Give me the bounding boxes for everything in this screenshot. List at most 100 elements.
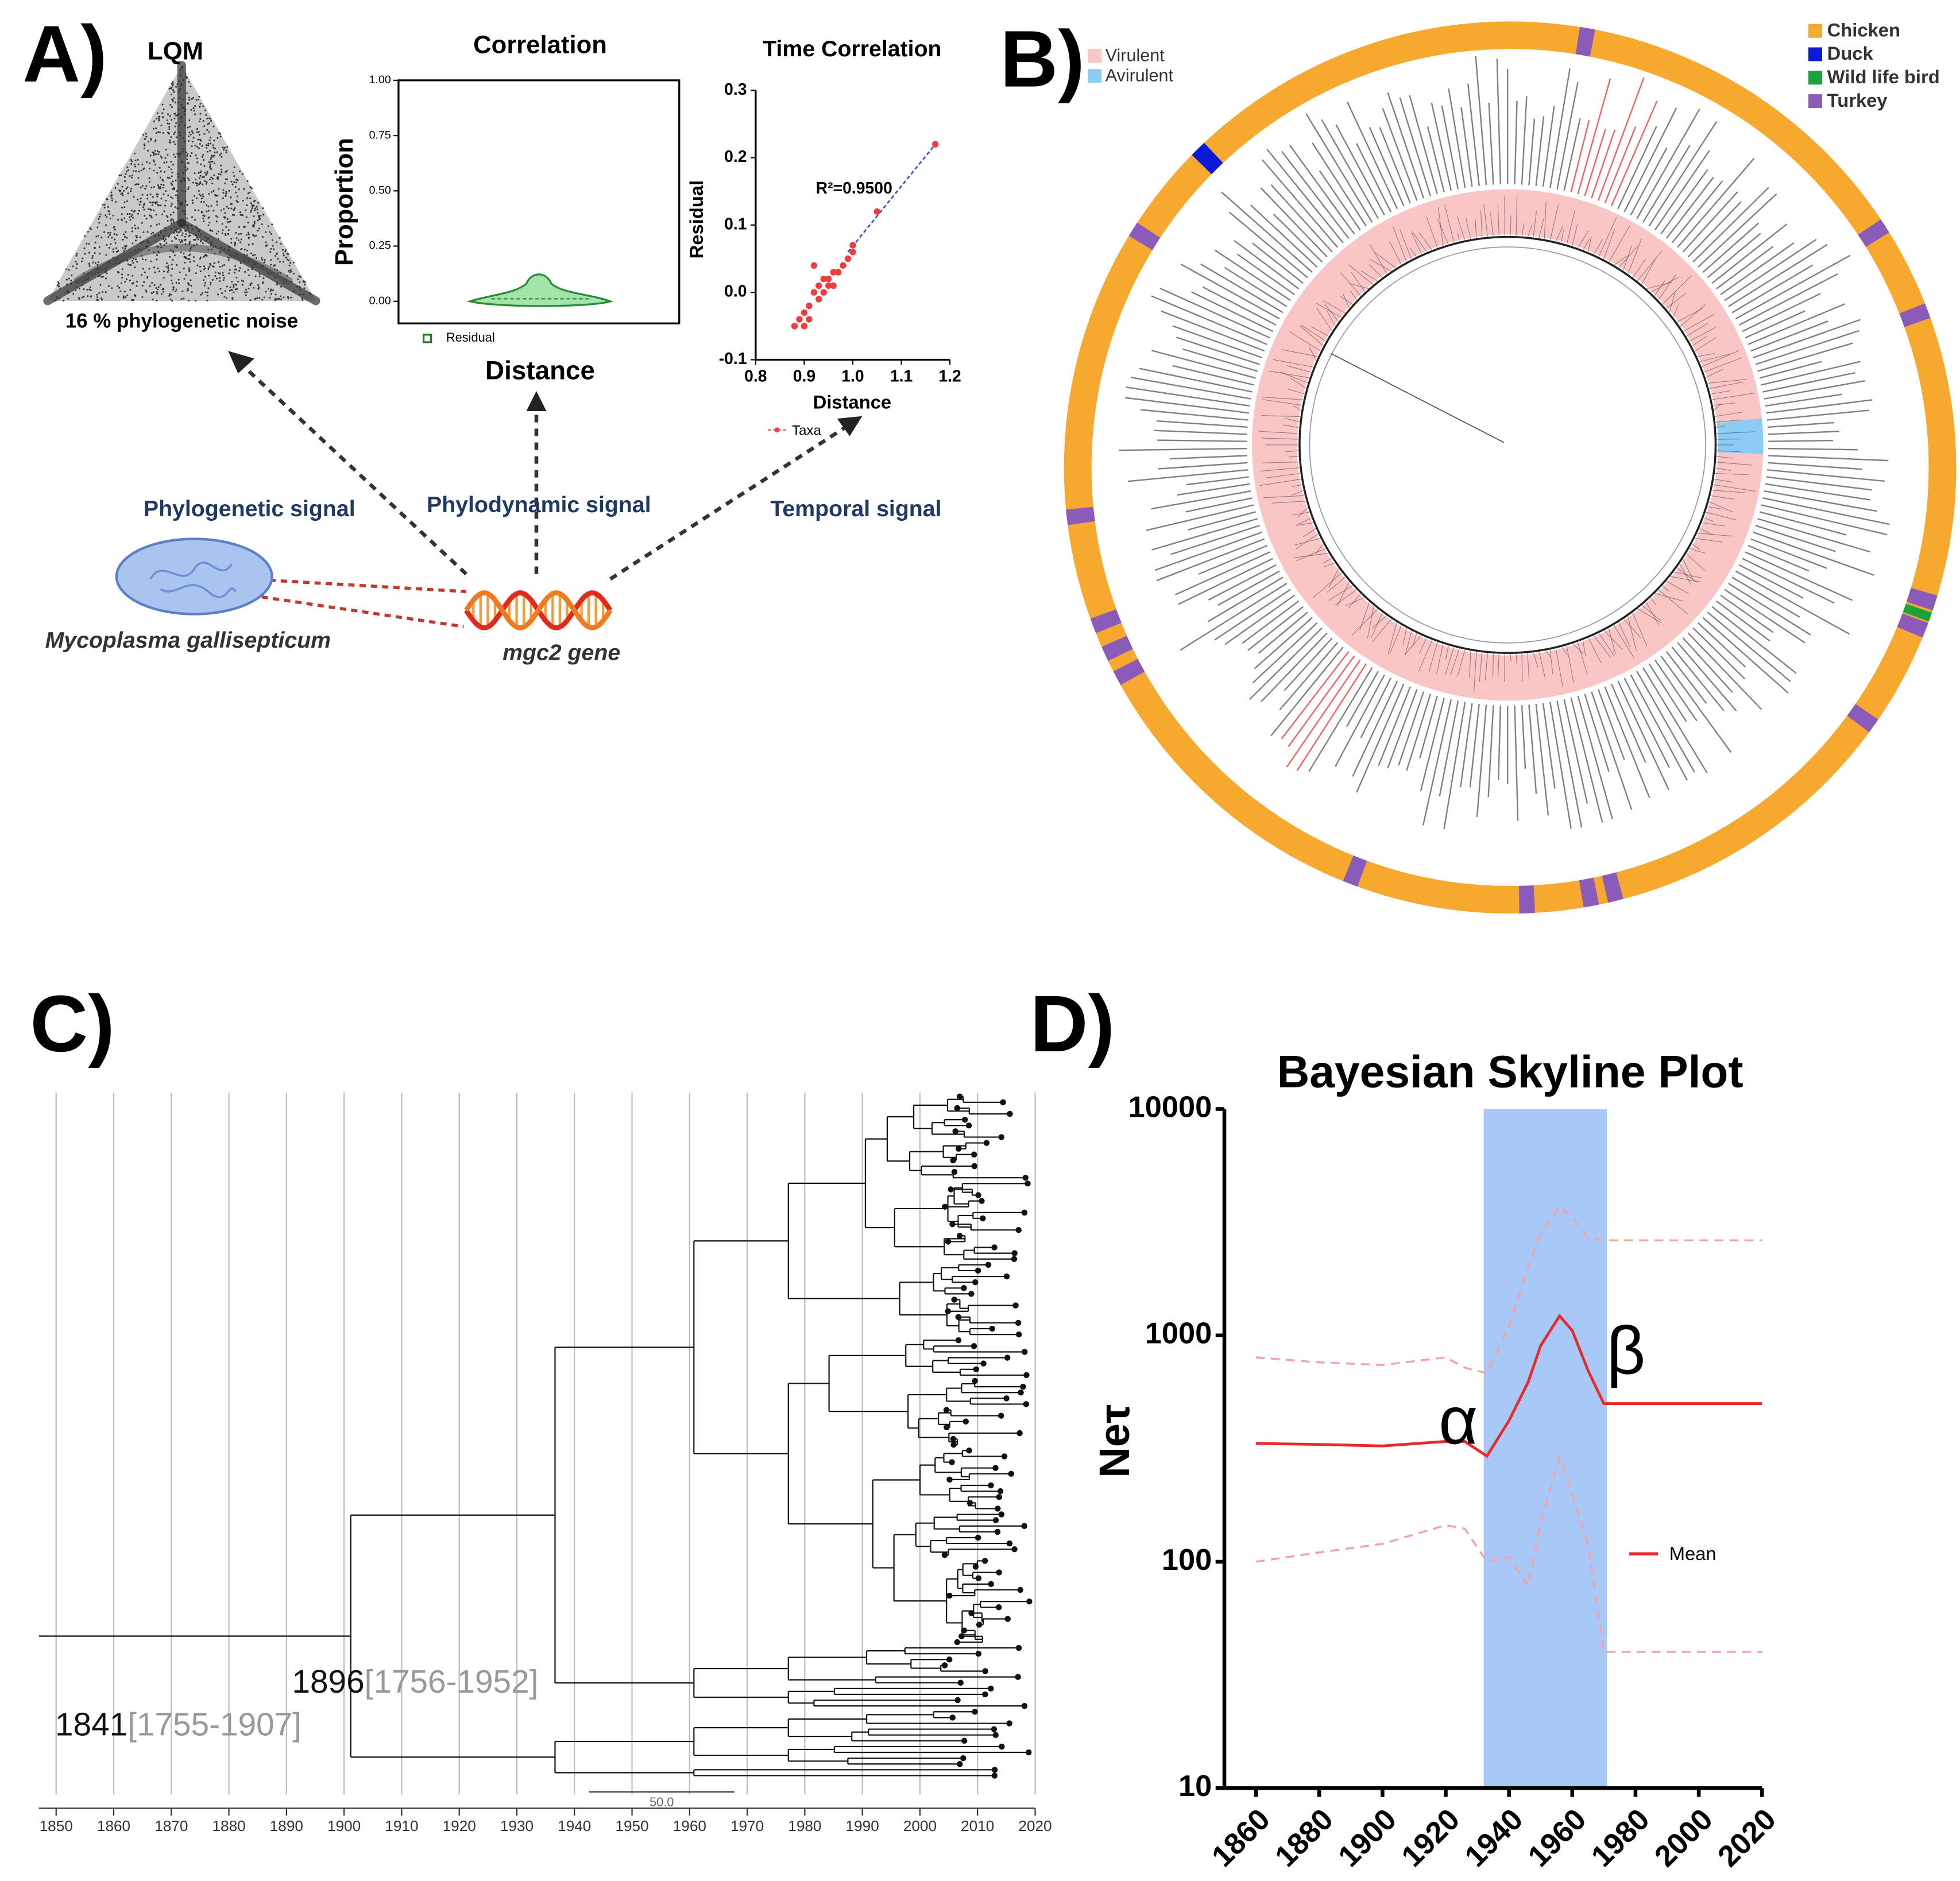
noise-dot	[247, 231, 250, 234]
noise-dot	[187, 177, 190, 180]
tip	[965, 1122, 972, 1129]
leaf-label	[1335, 674, 1385, 767]
noise-dot	[260, 215, 262, 217]
noise-dot	[167, 269, 169, 272]
noise-dot	[235, 231, 237, 234]
noise-dot	[198, 209, 200, 211]
leaf-label	[1252, 622, 1318, 683]
noise-dot	[121, 273, 123, 276]
x-tick-label: 2000	[903, 1817, 937, 1834]
noise-dot	[158, 223, 161, 225]
chart-title: Correlation	[473, 31, 607, 59]
noise-dot	[195, 300, 197, 302]
noise-dot	[141, 274, 143, 276]
noise-dot	[288, 259, 290, 261]
noise-dot	[107, 236, 110, 238]
noise-dot	[222, 274, 225, 276]
noise-dot	[163, 277, 165, 279]
noise-dot	[157, 131, 160, 133]
noise-dot	[214, 147, 216, 149]
y-tick-label: -0.1	[719, 350, 747, 368]
noise-dot	[110, 195, 113, 197]
noise-dot	[175, 194, 177, 196]
noise-dot	[211, 154, 213, 157]
noise-dot	[169, 299, 172, 301]
noise-dot	[233, 175, 235, 177]
noise-dot	[76, 253, 78, 255]
noise-dot	[206, 204, 208, 206]
noise-dot	[226, 146, 229, 148]
leaf-label	[1767, 462, 1862, 470]
noise-dot	[141, 222, 143, 224]
noise-dot	[149, 208, 152, 210]
branch	[1340, 272, 1362, 297]
noise-dot	[153, 120, 155, 122]
noise-dot	[235, 200, 238, 202]
tip	[982, 1668, 988, 1674]
x-tick-label: 1980	[1585, 1803, 1656, 1874]
noise-dot	[208, 274, 210, 277]
noise-dot	[126, 200, 129, 203]
noise-dot	[235, 276, 238, 278]
x-tick-label: 1880	[212, 1817, 245, 1834]
tip	[1012, 1302, 1019, 1309]
noise-dot	[289, 262, 292, 264]
noise-dot	[270, 259, 272, 261]
tip	[982, 1691, 988, 1698]
branch	[1284, 417, 1301, 423]
noise-dot	[203, 220, 205, 222]
noise-dot	[171, 175, 173, 177]
noise-dot	[233, 208, 235, 211]
branch	[1566, 210, 1575, 246]
tip	[972, 1709, 978, 1715]
branch	[1387, 621, 1398, 655]
point	[801, 309, 808, 316]
noise-dot	[129, 175, 131, 177]
leaf-label	[1716, 246, 1774, 290]
branch	[1679, 304, 1706, 328]
noise-dot	[199, 106, 201, 108]
branch	[1322, 558, 1333, 564]
noise-dot	[224, 233, 226, 235]
noise-dot	[212, 125, 215, 127]
noise-dot	[175, 122, 177, 124]
branch	[1711, 402, 1735, 406]
noise-dot	[156, 172, 158, 174]
noise-dot	[280, 295, 282, 297]
noise-dot	[105, 216, 108, 218]
noise-dot	[146, 194, 149, 196]
noise-dot	[183, 268, 185, 270]
noise-dot	[206, 291, 208, 293]
tip	[962, 1116, 968, 1123]
branch	[1316, 307, 1333, 332]
noise-dot	[108, 285, 110, 287]
noise-dot	[156, 300, 158, 302]
tip	[991, 1772, 998, 1779]
noise-dot	[214, 152, 216, 154]
noise-dot	[111, 237, 113, 239]
branch	[1290, 377, 1308, 389]
noise-dot	[241, 173, 244, 176]
tip	[955, 1337, 962, 1344]
branch	[1696, 532, 1733, 537]
noise-dot	[98, 292, 100, 294]
tip	[992, 1732, 999, 1738]
branch	[1538, 650, 1546, 678]
noise-dot	[160, 170, 162, 172]
noise-dot	[210, 264, 212, 266]
noise-dot	[254, 207, 256, 210]
noise-dot	[272, 245, 274, 247]
branch	[1497, 652, 1499, 678]
noise-dot	[123, 189, 125, 192]
noise-dot	[94, 247, 96, 249]
noise-dot	[218, 188, 220, 190]
noise-dot	[130, 187, 133, 189]
noise-dot	[195, 272, 197, 274]
tree-ring	[1309, 246, 1706, 644]
noise-dot	[130, 210, 133, 212]
noise-dot	[272, 289, 274, 292]
host-segment	[1906, 587, 1938, 611]
branch	[1603, 629, 1623, 650]
noise-dot	[131, 214, 133, 216]
noise-dot	[160, 183, 163, 185]
